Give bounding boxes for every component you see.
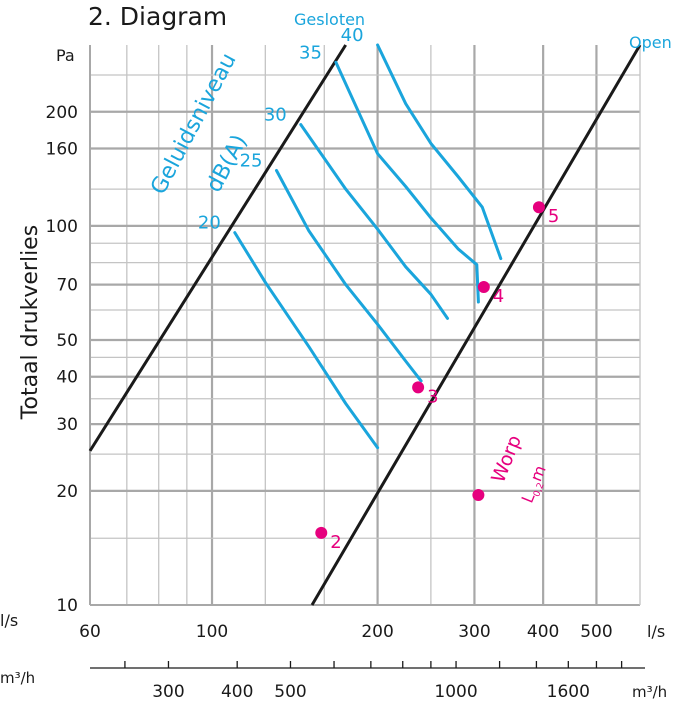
x-tick-label-m3h: 300 [152,682,184,702]
data-points: 2 3 4 5 [315,201,559,553]
x-tick-label-ls: 100 [196,622,228,642]
y-tick-label: 40 [56,368,78,388]
x-tick-label-ls: 400 [527,622,559,642]
data-point-5 [532,201,545,214]
data-point-label-4: 4 [493,286,504,307]
x-tick-label-ls: 60 [79,622,101,642]
noise-curve-label-25: 25 [240,150,263,171]
noise-curve-20 [233,231,380,450]
noise-curve-label-20: 20 [198,213,221,234]
throw-label: Worp L0,2m [487,432,553,507]
closed-line-label: Gesloten [294,10,365,29]
y-tick-label: 160 [46,139,78,159]
throw-label-m: m [526,463,549,485]
y-axis-unit: Pa [56,46,75,65]
y-tick-label: 200 [46,103,78,123]
data-point-3 [412,381,425,394]
data-point-2 [315,526,328,539]
x-tick-label-ls: 500 [580,622,612,642]
noise-curve-label-35: 35 [299,42,322,63]
x-tick-label-m3h: 1600 [547,682,590,702]
noise-curve-label-30: 30 [264,105,287,126]
x-axis-unit-m3h-left: m³/h [0,669,35,687]
data-point-4 [477,280,490,293]
x-tick-label-m3h: 1000 [434,682,477,702]
x-tick-label-m3h: 500 [274,682,306,702]
throw-label-line2: L0,2m [518,463,553,507]
y-tick-label: 50 [56,331,78,351]
x-axis-unit-ls-right: l/s [647,622,665,641]
y-axis-label: Totaal drukverlies [18,225,43,420]
noise-curve-40 [376,43,503,261]
data-point-label-5: 5 [548,206,559,227]
x-axis-unit-m3h-right: m³/h [632,683,667,701]
x-tick-label-ls: 300 [458,622,490,642]
noise-curve-35 [334,60,480,304]
y-tick-label: 30 [56,415,78,435]
open-line-label: Open [629,33,672,52]
data-point-label-3: 3 [427,386,438,407]
chart-title: 2. Diagram [88,2,227,31]
noise-curve-30 [299,123,449,320]
axes [89,45,645,669]
noise-curve-25 [275,169,423,383]
noise-curve-label-40: 40 [341,25,364,46]
duct-lines [88,44,642,606]
duct-line-open [310,44,642,606]
y-tick-label: 10 [56,596,78,616]
x-tick-label-m3h: 400 [221,682,253,702]
throw-marker-point [472,489,485,502]
data-point-label-2: 2 [330,532,341,553]
duct-line-gesloten [88,44,347,452]
throw-label-line1: Worp [487,432,526,486]
x-tick-label-ls: 200 [361,622,393,642]
throw-label-sub: 0,2 [532,481,547,498]
noise-curves: 20 25 30 35 40 [198,25,503,450]
y-tick-label: 100 [46,217,78,237]
grid [90,45,640,605]
y-tick-label: 20 [56,482,78,502]
y-tick-label: 70 [56,276,78,296]
x-axis-unit-ls-left: l/s [0,611,18,630]
